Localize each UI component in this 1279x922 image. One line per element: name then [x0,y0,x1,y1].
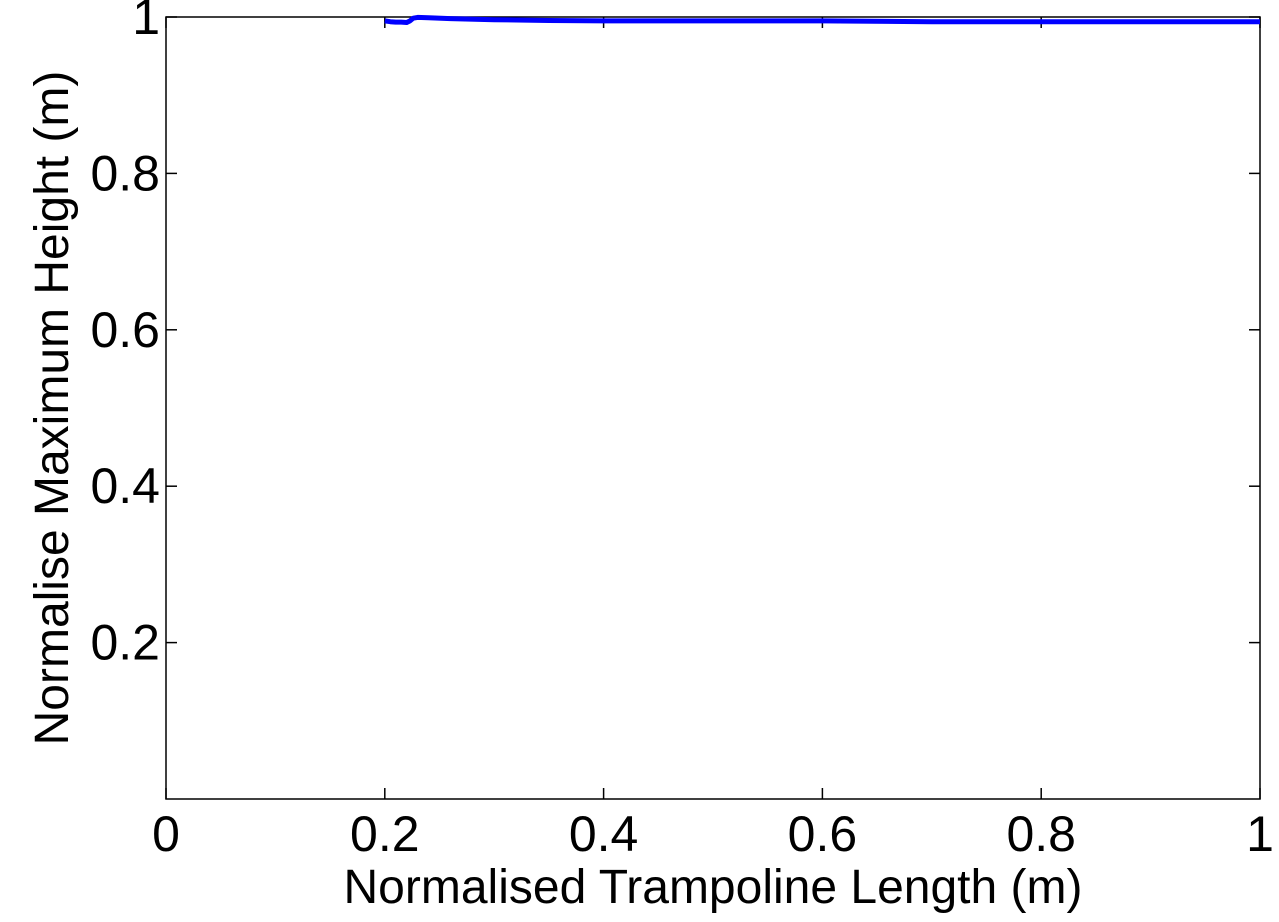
x-tick-label: 0 [152,806,180,862]
plot-area [165,16,1261,800]
y-axis-label: Normalise Maximum Height (m) [26,71,79,746]
y-axis-ticks: 0.2 0.4 0.6 0.8 1 [90,0,1260,671]
x-axis-ticks: 0 0.2 0.4 0.6 0.8 1 [152,17,1274,862]
y-tick-label: 0.6 [90,302,160,358]
x-tick-label: 0.6 [788,806,858,862]
x-tick-label: 0.4 [569,806,639,862]
y-tick-label: 1 [132,0,160,45]
x-tick-label: 0.8 [1006,806,1076,862]
x-axis-label: Normalised Trampoline Length (m) [344,861,1083,914]
x-tick-label: 0.2 [350,806,420,862]
x-tick-label: 1 [1246,806,1274,862]
y-tick-label: 0.8 [90,145,160,201]
y-tick-label: 0.2 [90,615,160,671]
series-line [384,14,1260,25]
y-tick-label: 0.4 [90,458,160,514]
series-layer [384,14,1260,25]
